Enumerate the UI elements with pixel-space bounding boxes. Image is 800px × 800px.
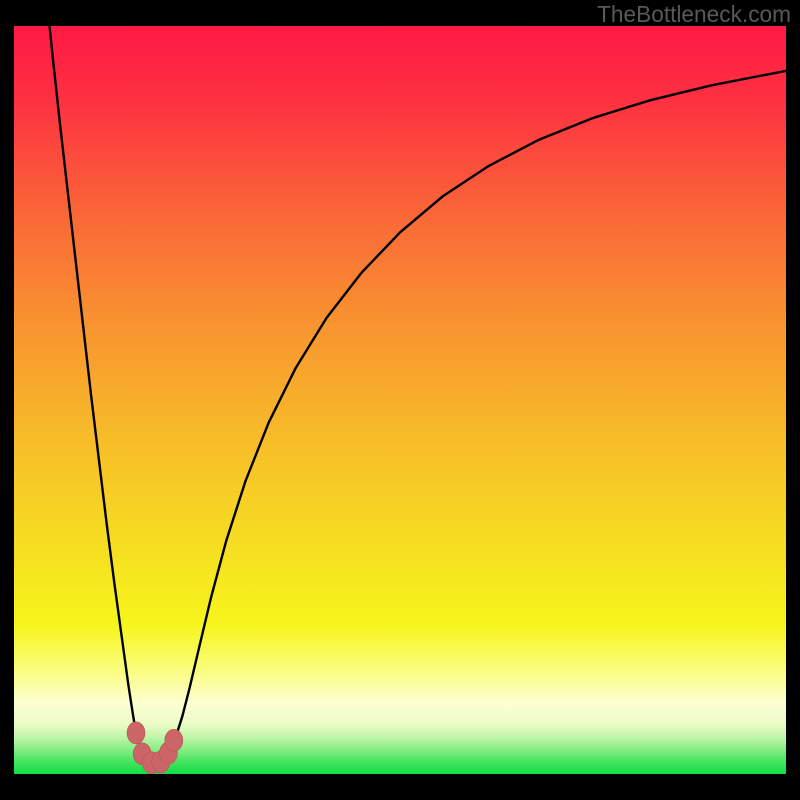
frame-border-right [786,0,800,800]
plot-area [14,26,786,774]
frame-border-bottom [0,774,800,800]
background-rect [14,26,786,774]
curve-marker [165,729,183,751]
chart-svg [14,26,786,774]
watermark-text: TheBottleneck.com [597,1,791,28]
chart-container: TheBottleneck.com [0,0,800,800]
frame-border-left [0,0,14,800]
curve-marker [127,722,145,744]
